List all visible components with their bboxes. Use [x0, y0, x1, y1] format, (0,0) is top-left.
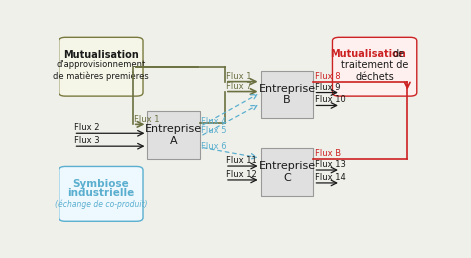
Text: Flux 10: Flux 10	[315, 95, 346, 104]
Text: Flux 14: Flux 14	[315, 173, 346, 182]
Text: Entreprise
C: Entreprise C	[259, 161, 316, 183]
Text: d'approvisionnement: d'approvisionnement	[56, 60, 146, 69]
Text: industrielle: industrielle	[67, 188, 135, 198]
FancyBboxPatch shape	[147, 111, 200, 159]
Text: Flux 6: Flux 6	[201, 142, 227, 151]
Text: Flux 2: Flux 2	[74, 123, 100, 132]
Text: Flux 3: Flux 3	[74, 136, 100, 145]
Text: de matières premières: de matières premières	[53, 71, 149, 81]
Text: Flux 9: Flux 9	[315, 83, 341, 92]
FancyBboxPatch shape	[59, 37, 143, 96]
Text: Mutualisation: Mutualisation	[330, 49, 406, 59]
Text: Flux 11: Flux 11	[227, 156, 257, 165]
Text: Entreprise
B: Entreprise B	[259, 84, 316, 105]
FancyBboxPatch shape	[260, 148, 314, 196]
Text: Flux 4: Flux 4	[201, 117, 227, 126]
FancyBboxPatch shape	[59, 166, 143, 221]
Text: Flux 13: Flux 13	[315, 160, 346, 169]
Text: Flux 5: Flux 5	[201, 126, 227, 135]
Text: Flux 8: Flux 8	[315, 72, 341, 80]
FancyBboxPatch shape	[260, 71, 314, 118]
FancyBboxPatch shape	[333, 37, 417, 96]
Text: déchets: déchets	[355, 72, 394, 82]
Text: Flux 1: Flux 1	[134, 115, 160, 124]
Text: Flux 1: Flux 1	[227, 72, 252, 80]
Text: Mutualisation: Mutualisation	[63, 50, 139, 60]
Text: de: de	[392, 49, 405, 59]
Text: Flux 12: Flux 12	[227, 170, 257, 179]
Text: Symbiose: Symbiose	[73, 179, 129, 189]
Text: traitement de: traitement de	[341, 60, 408, 70]
Text: Entreprise
A: Entreprise A	[145, 124, 203, 146]
Text: (échange de co-produit): (échange de co-produit)	[55, 199, 147, 209]
Text: Flux B: Flux B	[315, 149, 341, 158]
Text: Flux 7: Flux 7	[227, 82, 252, 91]
